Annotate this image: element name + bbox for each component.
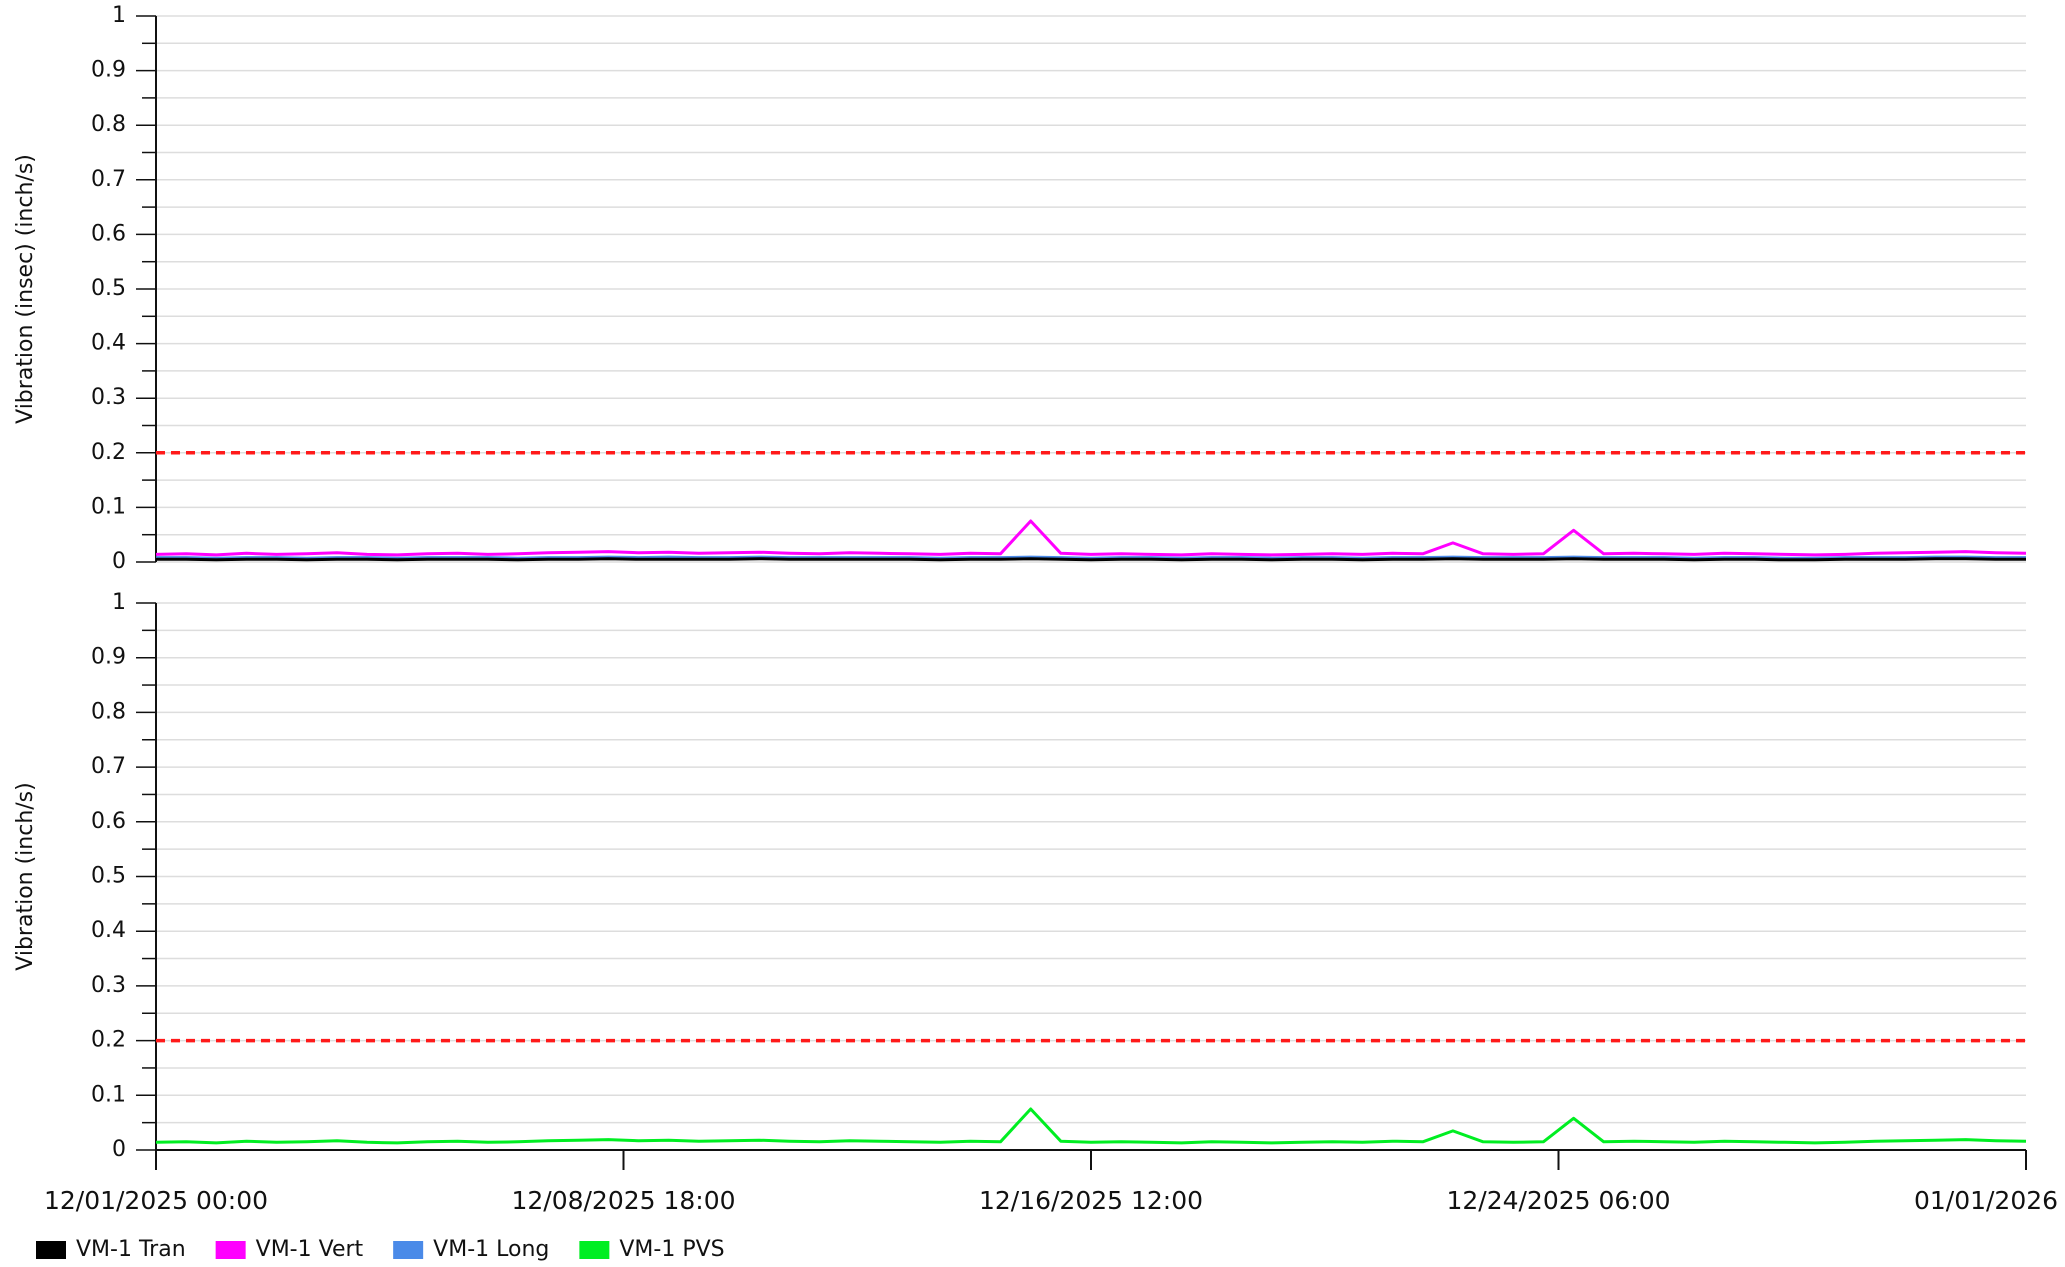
series-line (156, 557, 2026, 562)
x-tick-label: 12/24/2025 06:00 (1446, 1186, 1670, 1215)
y-tick-label: 0.2 (91, 1028, 126, 1053)
y-tick-label: 0.2 (91, 440, 126, 465)
y-tick-label: 0.3 (91, 973, 126, 998)
legend-label: VM-1 PVS (619, 1237, 724, 1262)
y-tick-label: 0.6 (91, 221, 126, 246)
y-tick-label: 0.7 (91, 167, 126, 192)
y-tick-label: 0.8 (91, 699, 126, 724)
legend-swatch (579, 1241, 610, 1259)
x-tick-label: 12/01/2025 00:00 (44, 1186, 268, 1215)
legend-label: VM-1 Long (433, 1237, 549, 1262)
series-line (156, 555, 2026, 560)
x-tick-label: 12/08/2025 18:00 (511, 1186, 735, 1215)
legend-label: VM-1 Tran (76, 1237, 186, 1262)
y-tick-label: 0.3 (91, 385, 126, 410)
y-axis-title: Vibration (insec) (inch/s) (13, 154, 38, 424)
y-tick-label: 0 (112, 1137, 126, 1162)
series-line (155, 1107, 2027, 1145)
y-tick-label: 0.8 (91, 112, 126, 137)
y-tick-label: 0 (112, 549, 126, 574)
y-tick-label: 0.5 (91, 864, 126, 889)
y-tick-label: 0.4 (91, 918, 126, 943)
y-tick-label: 1 (112, 590, 126, 615)
x-tick-label: 12/16/2025 12:00 (979, 1186, 1203, 1215)
series-line (155, 519, 2027, 557)
y-tick-label: 0.1 (91, 1082, 126, 1107)
y-tick-label: 0.1 (91, 494, 126, 519)
legend-label: VM-1 Vert (256, 1237, 364, 1262)
y-tick-label: 0.4 (91, 331, 126, 356)
y-axis-title: Vibration (inch/s) (13, 782, 38, 970)
y-tick-label: 0.9 (91, 58, 126, 83)
y-tick-label: 0.6 (91, 809, 126, 834)
y-tick-label: 0.7 (91, 754, 126, 779)
y-tick-label: 0.9 (91, 645, 126, 670)
legend-swatch (393, 1241, 424, 1259)
legend-swatch (36, 1241, 66, 1259)
legend-swatch (215, 1241, 246, 1259)
y-tick-label: 1 (112, 3, 126, 28)
x-tick-label: 01/01/2026 00:00 (1914, 1186, 2065, 1215)
y-tick-label: 0.5 (91, 276, 126, 301)
